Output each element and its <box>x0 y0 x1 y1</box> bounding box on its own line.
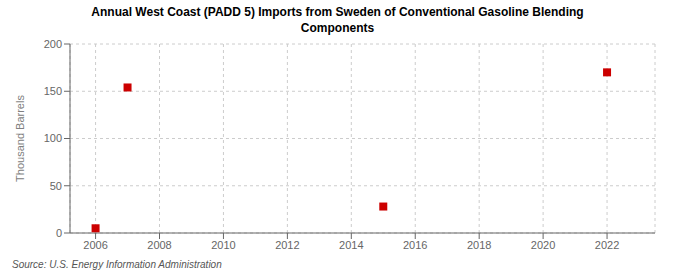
html-text:Source: U.S. Energy Informatio: Source: U.S. Energy Information Administ… <box>12 259 222 270</box>
svg-text:2014: 2014 <box>339 239 363 251</box>
html-text:Annual West Coast (PADD 5) Imp: Annual West Coast (PADD 5) Imports from … <box>91 5 584 19</box>
svg-text:Thousand Barrels: Thousand Barrels <box>14 95 26 182</box>
svg-text:150: 150 <box>44 85 62 97</box>
svg-text:2010: 2010 <box>211 239 235 251</box>
svg-text:50: 50 <box>50 180 62 192</box>
svg-text:2008: 2008 <box>147 239 171 251</box>
svg-text:100: 100 <box>44 132 62 144</box>
svg-text:0: 0 <box>56 227 62 239</box>
svg-text:2022: 2022 <box>595 239 619 251</box>
svg-text:2016: 2016 <box>403 239 427 251</box>
svg-text:2006: 2006 <box>83 239 107 251</box>
svg-text:2020: 2020 <box>531 239 555 251</box>
svg-text:2012: 2012 <box>275 239 299 251</box>
svg-text:200: 200 <box>44 38 62 50</box>
svg-text:2018: 2018 <box>467 239 491 251</box>
html-text:Components: Components <box>300 21 375 35</box>
